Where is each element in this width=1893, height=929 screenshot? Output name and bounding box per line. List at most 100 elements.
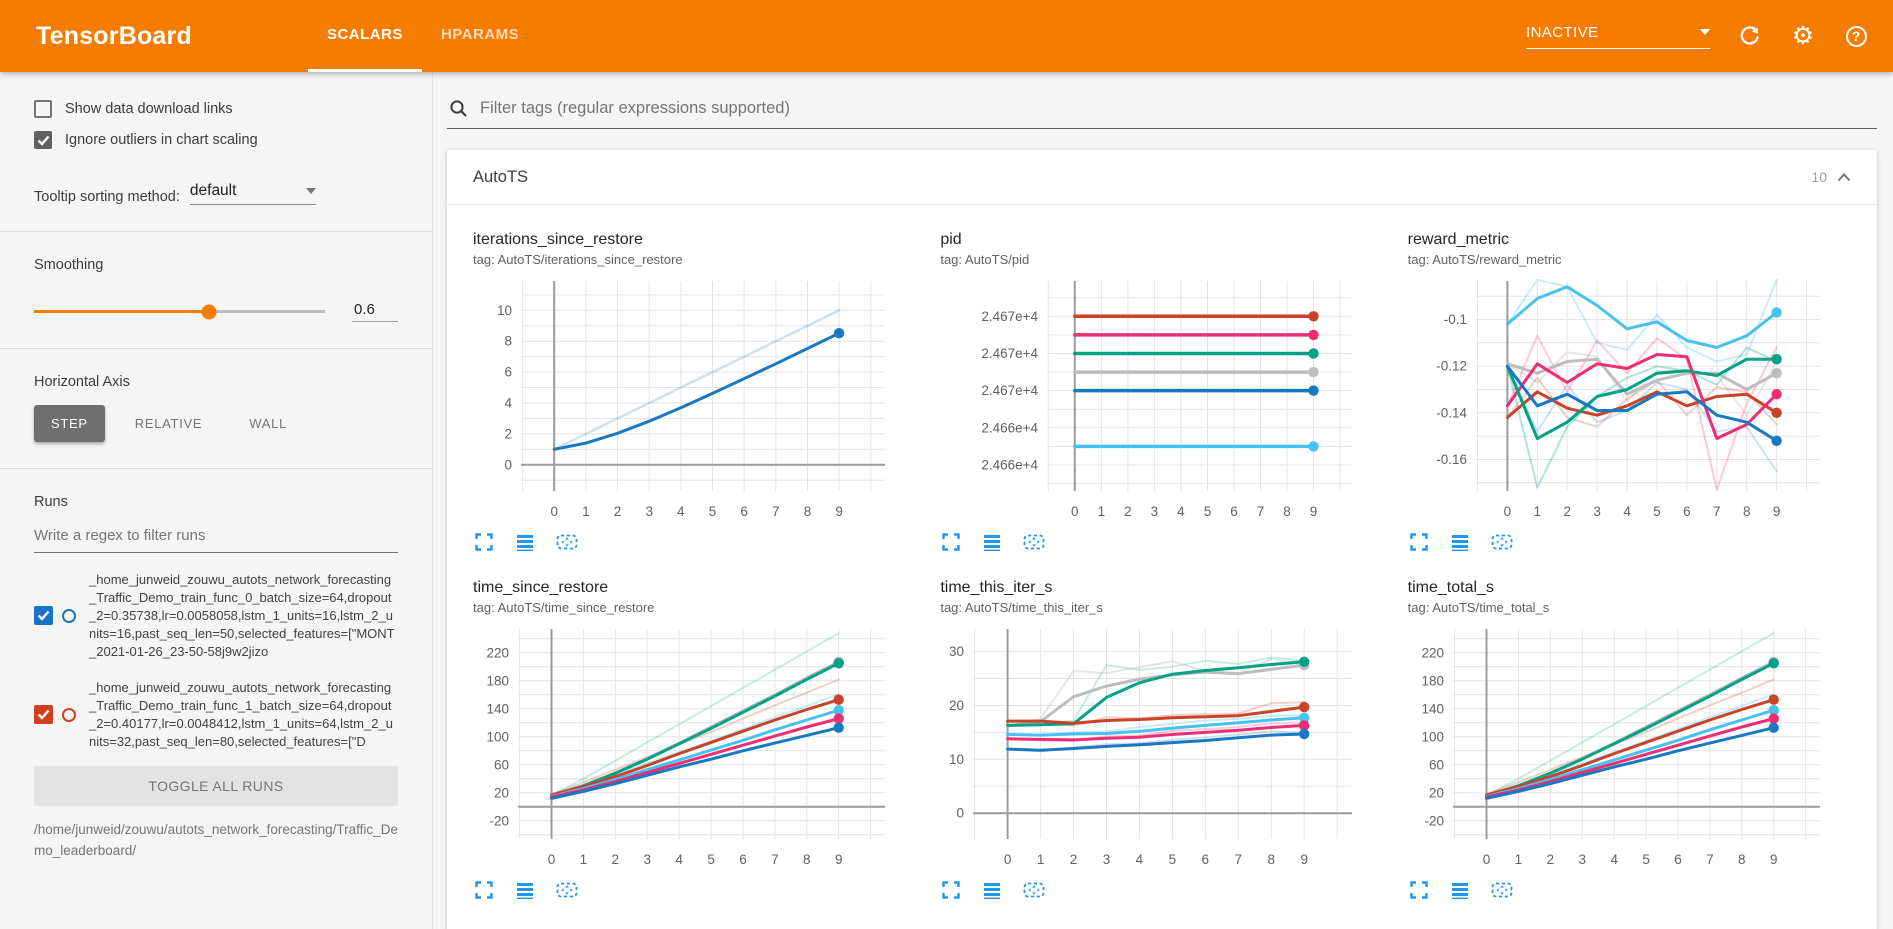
data-table-icon[interactable] bbox=[981, 879, 1003, 901]
data-status-select[interactable]: INACTIVE bbox=[1526, 24, 1710, 49]
tooltip-sorting-select[interactable]: default bbox=[189, 182, 316, 205]
expand-chart-icon[interactable] bbox=[940, 879, 962, 901]
svg-text:9: 9 bbox=[1301, 852, 1309, 867]
svg-text:9: 9 bbox=[1310, 504, 1318, 519]
svg-text:20: 20 bbox=[494, 785, 509, 800]
help-icon[interactable]: ? bbox=[1843, 23, 1869, 49]
run-visibility-checkbox[interactable] bbox=[34, 606, 53, 626]
svg-text:0: 0 bbox=[1503, 504, 1511, 519]
main-tabs: SCALARS HPARAMS bbox=[307, 0, 538, 72]
runs-filter-input[interactable] bbox=[34, 522, 398, 553]
svg-text:5: 5 bbox=[709, 504, 717, 519]
runs-list: _home_junweid_zouwu_autots_network_forec… bbox=[34, 571, 398, 750]
log-directory-path: /home/junweid/zouwu/autots_network_forec… bbox=[34, 822, 398, 858]
chart-title: time_total_s bbox=[1407, 579, 1494, 596]
svg-text:7: 7 bbox=[1257, 504, 1265, 519]
show-download-links-checkbox[interactable] bbox=[34, 100, 52, 118]
gear-icon[interactable]: ⚙ bbox=[1791, 21, 1815, 50]
chart-actions bbox=[473, 531, 916, 553]
show-download-links-row[interactable]: Show data download links bbox=[34, 100, 398, 118]
svg-text:3: 3 bbox=[643, 852, 651, 867]
scalar-chart[interactable]: -20 20 60 100 140 180 220 0 1 2 3 4 5 6 7 8 9 bbox=[1408, 625, 1828, 875]
scalar-chart[interactable]: 2.467e+4 2.467e+4 2.467e+4 2.466e+4 2.466e+4… bbox=[940, 277, 1360, 527]
fit-domain-icon[interactable] bbox=[555, 879, 579, 901]
expand-chart-icon[interactable] bbox=[1408, 531, 1430, 553]
divider bbox=[0, 231, 432, 232]
axis-relative-button[interactable]: RELATIVE bbox=[134, 416, 203, 431]
run-solo-radio[interactable] bbox=[62, 707, 76, 722]
run-name[interactable]: _home_junweid_zouwu_autots_network_forec… bbox=[89, 572, 395, 659]
scalar-chart[interactable]: -0.1 -0.12 -0.14 -0.16 0 1 2 3 4 5 6 7 8 9 bbox=[1408, 277, 1828, 527]
svg-text:8: 8 bbox=[1743, 504, 1751, 519]
smoothing-slider[interactable] bbox=[34, 304, 325, 319]
data-table-icon[interactable] bbox=[514, 879, 536, 901]
tooltip-sorting-label: Tooltip sorting method: bbox=[34, 189, 180, 205]
refresh-icon[interactable] bbox=[1737, 23, 1763, 49]
tooltip-sorting-row: Tooltip sorting method: default bbox=[34, 182, 398, 205]
svg-text:-20: -20 bbox=[489, 813, 509, 828]
fit-domain-icon[interactable] bbox=[1022, 879, 1046, 901]
svg-text:180: 180 bbox=[1421, 673, 1444, 688]
tag-filter-input[interactable] bbox=[478, 98, 1875, 119]
chart-title: reward_metric bbox=[1407, 231, 1510, 248]
expand-chart-icon[interactable] bbox=[940, 531, 962, 553]
axis-wall-button[interactable]: WALL bbox=[249, 416, 287, 431]
fit-domain-icon[interactable] bbox=[555, 531, 579, 553]
toggle-all-runs-button[interactable]: TOGGLE ALL RUNS bbox=[34, 766, 398, 807]
expand-chart-icon[interactable] bbox=[473, 879, 495, 901]
scalar-chart[interactable]: 0 10 20 30 0 1 2 3 4 5 6 7 8 9 bbox=[940, 625, 1360, 875]
chart-card-time-since-restore: time_since_restore tag: AutoTS/time_sinc… bbox=[473, 579, 916, 901]
ignore-outliers-checkbox[interactable] bbox=[34, 131, 52, 149]
svg-text:5: 5 bbox=[1169, 852, 1177, 867]
tab-hparams[interactable]: HPARAMS bbox=[440, 26, 520, 43]
chart-card-time-total-s: time_total_s tag: AutoTS/time_total_s -2… bbox=[1408, 579, 1851, 901]
svg-text:2.466e+4: 2.466e+4 bbox=[982, 420, 1039, 435]
svg-text:2: 2 bbox=[1563, 504, 1571, 519]
smoothing-value[interactable]: 0.6 bbox=[352, 301, 398, 322]
svg-text:1: 1 bbox=[582, 504, 590, 519]
svg-text:140: 140 bbox=[486, 701, 509, 716]
svg-text:8: 8 bbox=[1738, 852, 1746, 867]
expand-chart-icon[interactable] bbox=[1408, 879, 1430, 901]
ignore-outliers-row[interactable]: Ignore outliers in chart scaling bbox=[34, 131, 398, 149]
scalar-chart[interactable]: -20 20 60 100 140 180 220 0 1 2 3 4 5 6 7 8 9 bbox=[473, 625, 893, 875]
data-table-icon[interactable] bbox=[1449, 879, 1471, 901]
scalar-chart[interactable]: 0 2 4 6 8 10 0 1 2 3 4 5 6 7 8 9 bbox=[473, 277, 893, 527]
fit-domain-icon[interactable] bbox=[1490, 879, 1514, 901]
svg-text:8: 8 bbox=[804, 504, 812, 519]
runs-label: Runs bbox=[34, 494, 68, 510]
expand-chart-icon[interactable] bbox=[473, 531, 495, 553]
fit-domain-icon[interactable] bbox=[1490, 531, 1514, 553]
data-table-icon[interactable] bbox=[1449, 531, 1471, 553]
data-table-icon[interactable] bbox=[981, 531, 1003, 553]
data-table-icon[interactable] bbox=[514, 531, 536, 553]
svg-text:1: 1 bbox=[1533, 504, 1541, 519]
svg-text:1: 1 bbox=[1037, 852, 1045, 867]
slider-thumb[interactable] bbox=[201, 304, 217, 319]
tag-filter-bar bbox=[447, 98, 1877, 129]
svg-text:2.467e+4: 2.467e+4 bbox=[982, 309, 1039, 324]
show-download-links-label[interactable]: Show data download links bbox=[65, 101, 233, 117]
svg-text:2: 2 bbox=[614, 504, 622, 519]
axis-step-button[interactable]: STEP bbox=[34, 405, 105, 442]
chart-title: time_this_iter_s bbox=[940, 579, 1053, 596]
section-header[interactable]: AutoTS 10 bbox=[447, 150, 1877, 205]
tooltip-sorting-value: default bbox=[189, 182, 237, 199]
run-visibility-checkbox[interactable] bbox=[34, 705, 53, 725]
run-list-item[interactable]: _home_junweid_zouwu_autots_network_forec… bbox=[34, 571, 398, 661]
fit-domain-icon[interactable] bbox=[1022, 531, 1046, 553]
svg-text:0: 0 bbox=[957, 806, 965, 821]
run-list-item[interactable]: _home_junweid_zouwu_autots_network_forec… bbox=[34, 679, 398, 751]
svg-text:60: 60 bbox=[1429, 757, 1444, 772]
tab-scalars[interactable]: SCALARS bbox=[307, 0, 422, 72]
charts-grid: iterations_since_restore tag: AutoTS/ite… bbox=[447, 205, 1877, 929]
main-content: AutoTS 10 iterations_since_restore tag: … bbox=[433, 72, 1893, 929]
svg-text:10: 10 bbox=[497, 303, 512, 318]
svg-text:0: 0 bbox=[1004, 852, 1012, 867]
svg-text:60: 60 bbox=[494, 757, 509, 772]
run-name[interactable]: _home_junweid_zouwu_autots_network_forec… bbox=[89, 679, 393, 749]
svg-text:10: 10 bbox=[949, 752, 964, 767]
ignore-outliers-label[interactable]: Ignore outliers in chart scaling bbox=[65, 132, 258, 148]
section-collapse-control[interactable]: 10 bbox=[1811, 169, 1851, 185]
run-solo-radio[interactable] bbox=[62, 608, 76, 623]
